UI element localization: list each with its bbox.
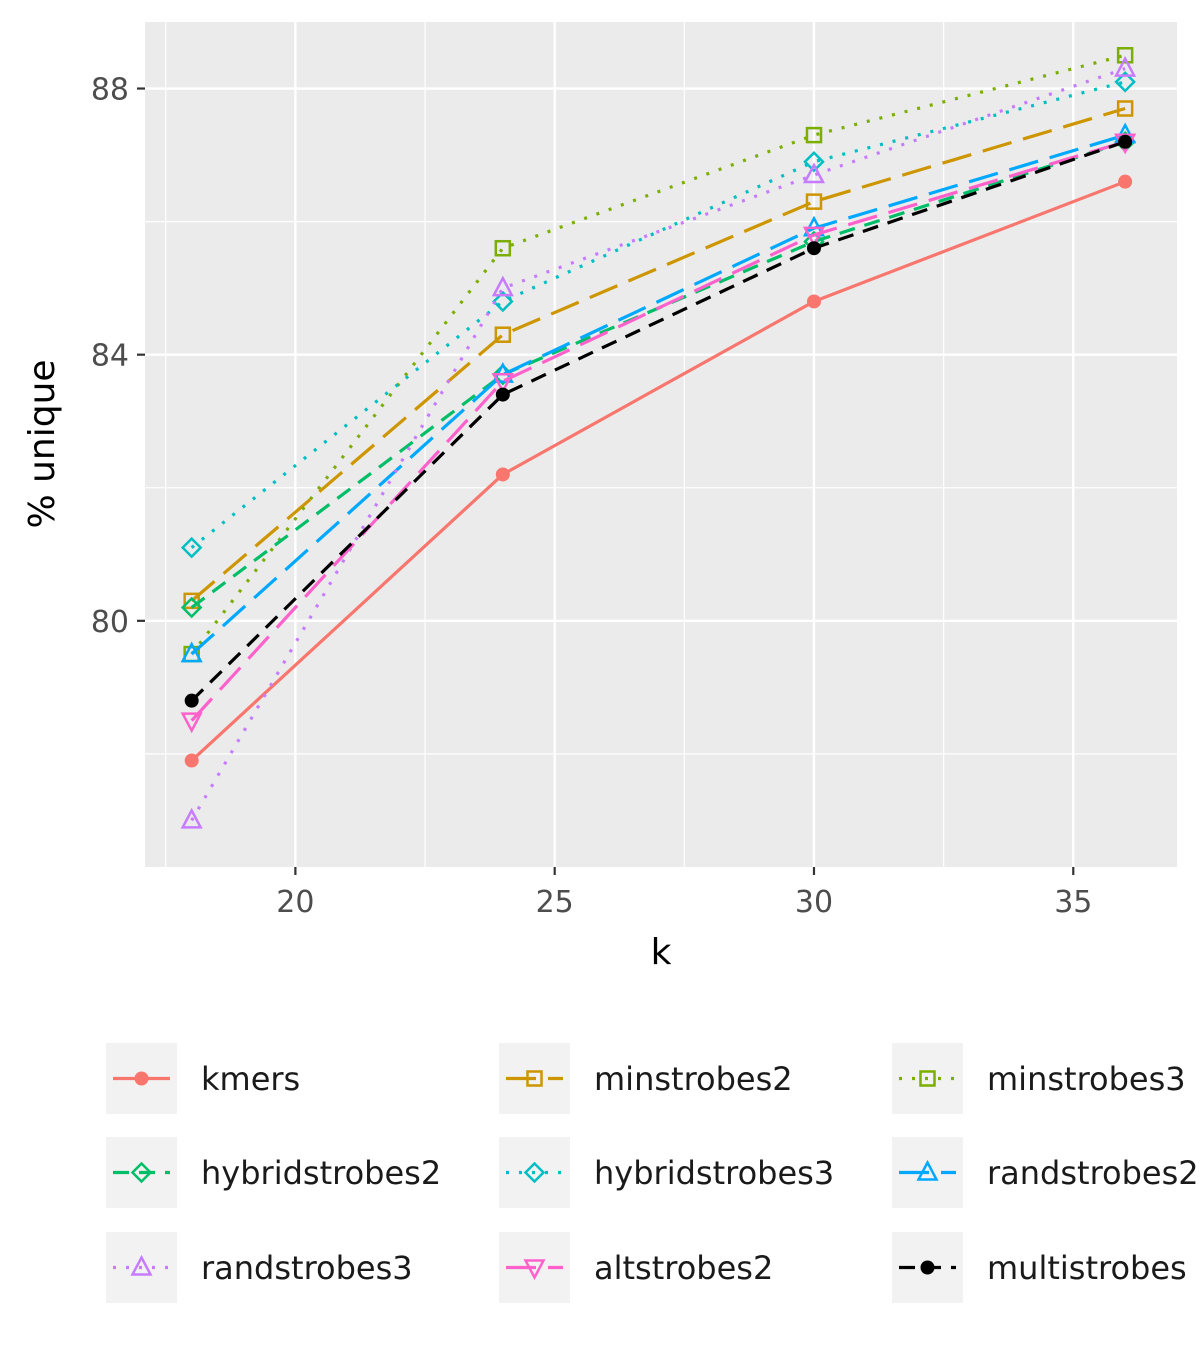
- series-line-randstrobes3: [190, 67, 1126, 822]
- data-point-multistrobes: [1118, 134, 1133, 149]
- data-point-randstrobes3: [802, 162, 826, 184]
- series-line-minstrobes2: [190, 106, 1126, 603]
- data-point-minstrobes2: [805, 193, 823, 210]
- data-point-kmers: [184, 753, 199, 768]
- x-tick-label: 30: [795, 885, 833, 920]
- data-point-hybridstrobes3: [803, 150, 825, 173]
- data-point-kmers: [495, 467, 510, 482]
- data-point-randstrobes3: [1114, 55, 1137, 77]
- legend-label: minstrobes2: [594, 1060, 793, 1098]
- series-minstrobes3: [183, 47, 1134, 663]
- legend-key-marker: [919, 1070, 936, 1087]
- legend: kmers minstrobes2 minstrobes3 hybridstrobes…: [106, 1043, 1199, 1303]
- legend-item-randstrobes3: randstrobes3: [106, 1232, 413, 1303]
- data-point-hybridstrobes2: [180, 596, 203, 619]
- y-tick-label: 84: [91, 339, 129, 374]
- axis-layer: 20 25 30 35 80 84 88: [91, 73, 1093, 920]
- legend-item-minstrobes2: minstrobes2: [499, 1043, 793, 1114]
- series-kmers: [184, 174, 1133, 768]
- series-multistrobes: [184, 134, 1133, 708]
- data-point-kmers: [1118, 174, 1133, 189]
- series-layer: [180, 47, 1137, 829]
- data-point-minstrobes3: [1116, 47, 1134, 64]
- series-line-randstrobes2: [190, 133, 1126, 656]
- data-point-randstrobes2: [180, 641, 203, 663]
- data-point-minstrobes2: [494, 326, 512, 343]
- data-point-hybridstrobes3: [1114, 71, 1136, 93]
- data-point-randstrobes3: [180, 807, 203, 829]
- series-randstrobes3: [180, 55, 1137, 829]
- legend-key-marker: [526, 1070, 543, 1087]
- series-hybridstrobes3: [180, 71, 1136, 559]
- legend-label: randstrobes2: [987, 1154, 1199, 1192]
- legend-key-marker: [130, 1254, 153, 1276]
- legend-label: hybridstrobes3: [594, 1154, 834, 1192]
- plot-panel: [145, 22, 1177, 867]
- data-point-multistrobes: [184, 693, 199, 708]
- data-point-altstrobes2: [802, 226, 826, 248]
- series-line-hybridstrobes3: [190, 80, 1126, 549]
- legend-label: randstrobes3: [201, 1249, 413, 1287]
- legend-label: multistrobes: [987, 1249, 1187, 1287]
- legend-key-marker: [523, 1259, 546, 1281]
- x-tick-label: 20: [276, 885, 314, 920]
- y-axis-title: % unique: [22, 359, 63, 528]
- legend-label: hybridstrobes2: [201, 1154, 441, 1192]
- legend-item-altstrobes2: altstrobes2: [499, 1232, 773, 1303]
- data-point-multistrobes: [806, 241, 821, 256]
- y-tick-label: 88: [91, 73, 129, 108]
- x-axis-title: k: [651, 932, 672, 973]
- data-point-minstrobes3: [494, 239, 512, 257]
- legend-item-randstrobes2: randstrobes2: [892, 1137, 1199, 1208]
- legend-key-marker: [134, 1071, 149, 1086]
- legend-item-hybridstrobes3: hybridstrobes3: [499, 1137, 834, 1208]
- legend-item-minstrobes3: minstrobes3: [892, 1043, 1186, 1114]
- legend-key-marker: [130, 1161, 153, 1184]
- legend-item-hybridstrobes2: hybridstrobes2: [106, 1137, 441, 1208]
- legend-item-kmers: kmers: [106, 1043, 300, 1114]
- y-tick-label: 80: [91, 605, 129, 640]
- data-point-randstrobes3: [491, 275, 514, 297]
- series-line-altstrobes2: [190, 140, 1126, 722]
- series-line-kmers: [190, 180, 1126, 762]
- series-line-minstrobes3: [190, 53, 1126, 656]
- legend-label: kmers: [201, 1060, 300, 1098]
- legend-key-marker: [916, 1159, 939, 1181]
- series-line-multistrobes: [190, 140, 1126, 702]
- data-point-kmers: [806, 294, 821, 309]
- data-point-minstrobes3: [805, 126, 823, 144]
- x-tick-label: 35: [1054, 885, 1092, 920]
- data-point-multistrobes: [495, 387, 510, 402]
- data-point-altstrobes2: [491, 373, 514, 394]
- legend-label: altstrobes2: [594, 1249, 773, 1287]
- data-point-altstrobes2: [180, 712, 203, 734]
- series-minstrobes2: [183, 100, 1134, 610]
- data-point-hybridstrobes3: [492, 290, 514, 313]
- x-tick-label: 25: [536, 885, 574, 920]
- data-point-hybridstrobes3: [180, 536, 203, 559]
- legend-item-multistrobes: multistrobes: [892, 1232, 1187, 1303]
- legend-key-marker: [523, 1161, 546, 1184]
- legend-key-marker: [920, 1260, 935, 1275]
- legend-label: minstrobes3: [987, 1060, 1186, 1098]
- data-point-minstrobes2: [1116, 100, 1134, 117]
